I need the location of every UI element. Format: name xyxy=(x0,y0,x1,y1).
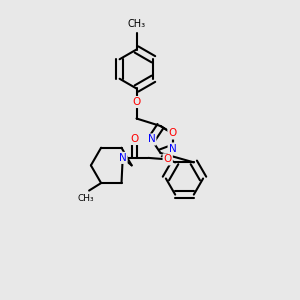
Text: CH₃: CH₃ xyxy=(77,194,94,203)
Text: O: O xyxy=(132,97,141,107)
Text: CH₃: CH₃ xyxy=(128,20,146,29)
Text: O: O xyxy=(168,128,177,139)
Text: N: N xyxy=(169,143,176,154)
Text: O: O xyxy=(164,154,172,164)
Text: N: N xyxy=(119,153,127,163)
Text: N: N xyxy=(148,134,155,145)
Text: O: O xyxy=(130,134,139,144)
